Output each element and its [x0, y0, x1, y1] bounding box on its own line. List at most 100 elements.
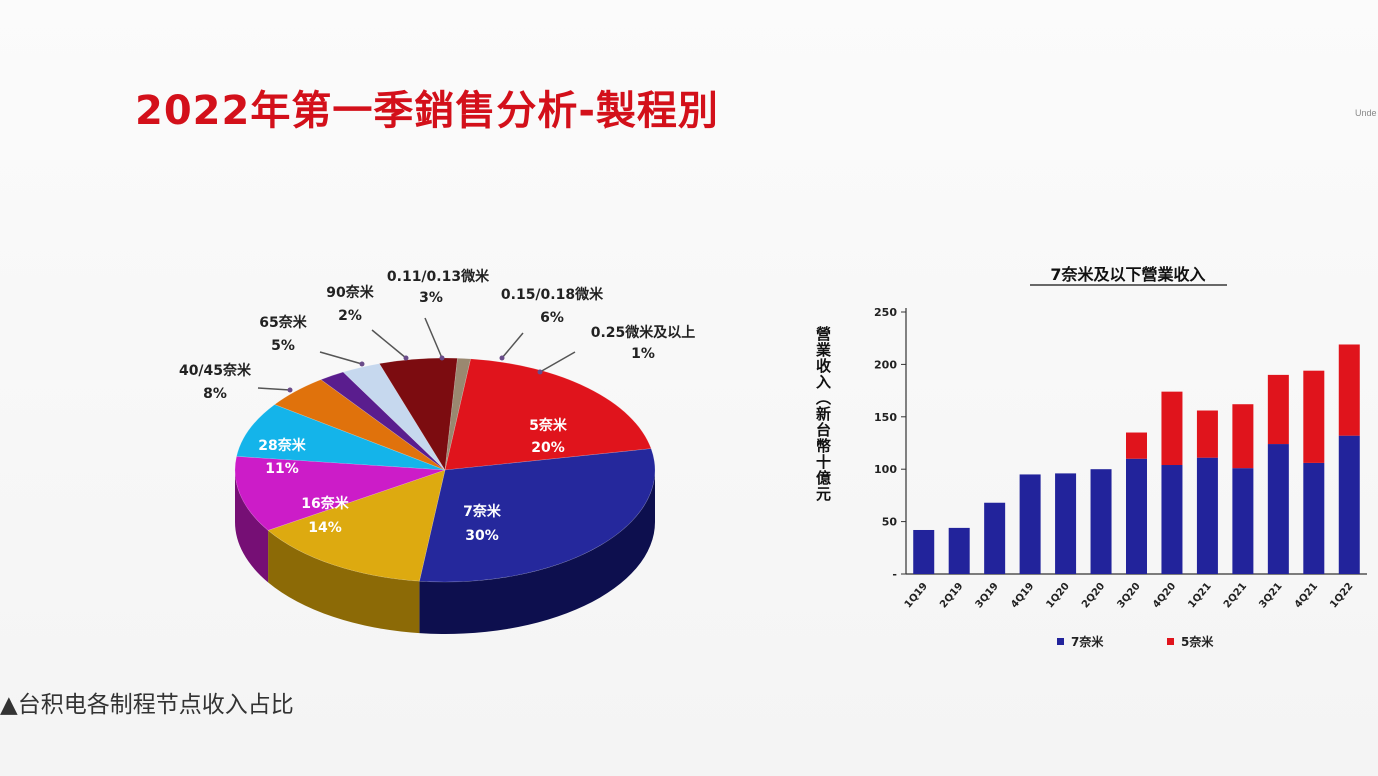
pie-top	[234, 357, 656, 583]
bar-xtick-label-11: 4Q21	[1293, 581, 1320, 611]
pie-leader-4	[257, 387, 291, 391]
pie-labels: 5奈米 20% 7奈米 30% 16奈米 14% 28奈米 11% 40/45奈米 8% 65奈米 5…	[179, 268, 695, 544]
pie-side-3	[235, 470, 269, 583]
pie-label-name-5: 65奈米	[259, 314, 307, 331]
pie-label-value-2: 14%	[308, 520, 342, 536]
pie-side-2	[268, 530, 420, 634]
pie-slice-9	[444, 357, 471, 471]
bar-xtick-label-10: 3Q21	[1257, 581, 1284, 611]
pie-leader-9	[539, 351, 576, 373]
bar-xtick-label-2: 3Q19	[974, 581, 1001, 611]
bar-7奈米-3Q20	[1126, 458, 1147, 574]
pie-label-value-8: 6%	[540, 310, 564, 326]
bar-xtick-label-3: 4Q19	[1009, 581, 1036, 611]
bar-7奈米-4Q20	[1161, 465, 1183, 574]
pie-label-value-5: 5%	[271, 338, 295, 354]
pie-label-value-9: 1%	[631, 346, 655, 362]
pie-label-value-6: 2%	[338, 308, 362, 324]
slide-title: 2022年第一季銷售分析-製程別	[135, 88, 719, 134]
pie-leader-5	[319, 351, 363, 365]
pie-label-name-0: 5奈米	[529, 417, 568, 434]
pie-leader-dot-9	[537, 369, 543, 375]
bar-chart-ylabel: 營業收入（新台幣十億元	[814, 325, 832, 502]
bar-7奈米-4Q19	[1019, 474, 1041, 574]
pie-slice-7	[342, 363, 446, 471]
bar-7奈米-1Q20	[1055, 473, 1077, 574]
bar-ytick-label-5: -	[892, 568, 897, 581]
pie-label-value-3: 11%	[265, 461, 299, 477]
legend-swatch-1	[1167, 638, 1174, 645]
pie-label-name-2: 16奈米	[301, 495, 349, 512]
bar-7奈米-4Q21	[1303, 462, 1325, 574]
bar-7奈米-3Q19	[984, 502, 1006, 574]
bar-ytick-label-4: 50	[882, 516, 898, 529]
bar-xtick-label-5: 2Q20	[1080, 581, 1107, 611]
pie-leader-dot-6	[403, 355, 409, 361]
pie-leader-dot-4	[287, 387, 293, 393]
corner-text: Unde	[1355, 108, 1377, 118]
bar-5奈米-4Q20	[1161, 391, 1183, 466]
bar-xtick-label-9: 2Q21	[1222, 581, 1249, 611]
pie-slice-4	[236, 404, 446, 471]
bar-ytick-label-1: 200	[874, 358, 897, 371]
pie-slice-8	[378, 357, 458, 471]
pie-label-value-0: 20%	[531, 440, 565, 456]
bar-chart-title: 7奈米及以下營業收入	[1050, 265, 1205, 284]
pie-side-walls	[235, 470, 655, 634]
bar-ytick-label-2: 150	[874, 411, 897, 424]
bar-7奈米-1Q19	[913, 529, 935, 574]
bar-5奈米-1Q22	[1338, 344, 1360, 436]
bar-7奈米-2Q21	[1232, 468, 1254, 574]
pie-label-value-7: 3%	[419, 290, 443, 306]
legend-swatch-0	[1057, 638, 1064, 645]
bar-xtick-label-0: 1Q19	[903, 581, 930, 611]
pie-leader-7	[424, 317, 443, 359]
bar-ytick-label-0: 250	[874, 306, 897, 319]
legend-label-0: 7奈米	[1071, 634, 1104, 649]
bar-xtick-label-4: 1Q20	[1045, 581, 1072, 611]
pie-label-name-4: 40/45奈米	[179, 362, 252, 379]
bar-7奈米-2Q20	[1090, 469, 1112, 574]
bar-series	[913, 344, 1360, 574]
pie-slice-0	[444, 358, 652, 471]
pie-label-name-3: 28奈米	[258, 437, 306, 454]
pie-slice-2	[267, 469, 446, 582]
pie-leader-dot-7	[439, 355, 445, 361]
bar-5奈米-2Q21	[1232, 404, 1254, 469]
pie-leader-8	[501, 332, 524, 359]
bar-xtick-label-8: 1Q21	[1186, 581, 1213, 611]
bar-xtick-label-12: 1Q22	[1328, 581, 1355, 611]
pie-slice-3	[234, 456, 446, 531]
bar-5奈米-1Q21	[1196, 410, 1218, 458]
legend-label-1: 5奈米	[1181, 634, 1214, 649]
bar-7奈米-3Q21	[1267, 444, 1289, 574]
bar-5奈米-4Q21	[1303, 370, 1325, 463]
pie-label-value-4: 8%	[203, 386, 227, 402]
pie-slice-6	[320, 371, 446, 471]
pie-label-value-1: 30%	[465, 528, 499, 544]
pie-label-name-1: 7奈米	[463, 503, 502, 520]
pie-label-name-6: 90奈米	[326, 284, 374, 301]
pie-label-name-7: 0.11/0.13微米	[387, 268, 490, 285]
pie-label-name-9: 0.25微米及以上	[591, 324, 696, 341]
pie-leader-dot-5	[359, 361, 365, 367]
bar-5奈米-3Q20	[1126, 432, 1147, 459]
pie-side-1	[419, 470, 655, 634]
bar-7奈米-1Q21	[1196, 457, 1218, 574]
bar-7奈米-2Q19	[948, 527, 970, 574]
bar-xtick-label-7: 4Q20	[1151, 581, 1178, 611]
bar-7奈米-1Q22	[1338, 435, 1360, 574]
pie-slice-5	[274, 379, 446, 471]
figure-caption: ▲台积电各制程节点收入占比	[0, 692, 294, 718]
bar-xtick-label-1: 2Q19	[938, 581, 965, 611]
pie-slice-1	[419, 448, 656, 583]
bar-xtick-label-6: 3Q20	[1115, 581, 1142, 611]
pie-leader-6	[371, 329, 407, 359]
bar-5奈米-3Q21	[1267, 374, 1289, 445]
pie-label-name-8: 0.15/0.18微米	[501, 286, 604, 303]
pie-leader-dot-8	[499, 355, 505, 361]
bar-ytick-label-3: 100	[874, 463, 897, 476]
